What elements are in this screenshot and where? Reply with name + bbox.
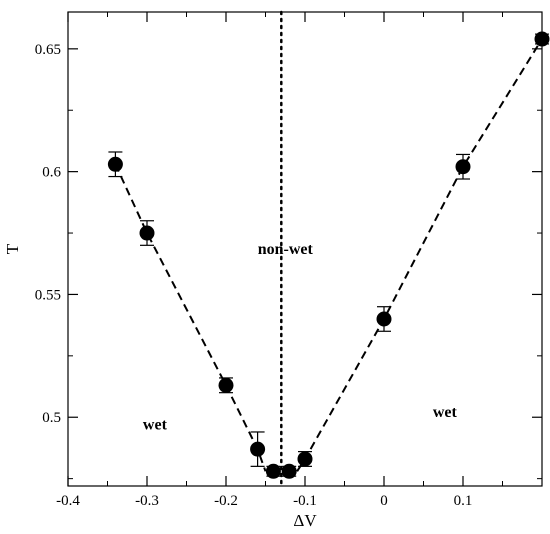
y-tick-label: 0.5 [42,410,61,426]
x-axis-label: ΔV [293,511,317,530]
data-point [534,31,550,47]
fit-line-right [296,38,543,472]
data-point [250,441,266,457]
x-tick-label: 0 [380,493,388,509]
data-point [265,463,281,479]
data-point [297,451,313,467]
x-tick-label: -0.2 [214,493,238,509]
data-point [107,156,123,172]
x-tick-label: 0.1 [454,493,473,509]
x-tick-label: -0.3 [135,493,159,509]
axis-tick-labels: -0.4 -0.3 -0.2 -0.1 0 0.1 0.5 0.55 0.6 0.65 [35,42,473,509]
region-label-wet-right: wet [433,404,458,421]
axis-ticks [67,12,542,486]
data-point [139,225,155,241]
data-points [107,31,550,479]
region-label-non-wet: non-wet [258,241,314,258]
y-tick-label: 0.6 [42,165,61,181]
y-axis-label: T [3,243,22,254]
data-point [281,463,297,479]
data-point [455,159,471,175]
y-tick-label: 0.65 [35,42,61,58]
fit-line-left [114,163,267,472]
x-tick-label: -0.4 [56,493,80,509]
region-label-wet-left: wet [143,417,168,434]
data-point [376,311,392,327]
y-tick-label: 0.55 [35,287,61,303]
data-point [218,377,234,393]
x-tick-label: -0.1 [293,493,317,509]
